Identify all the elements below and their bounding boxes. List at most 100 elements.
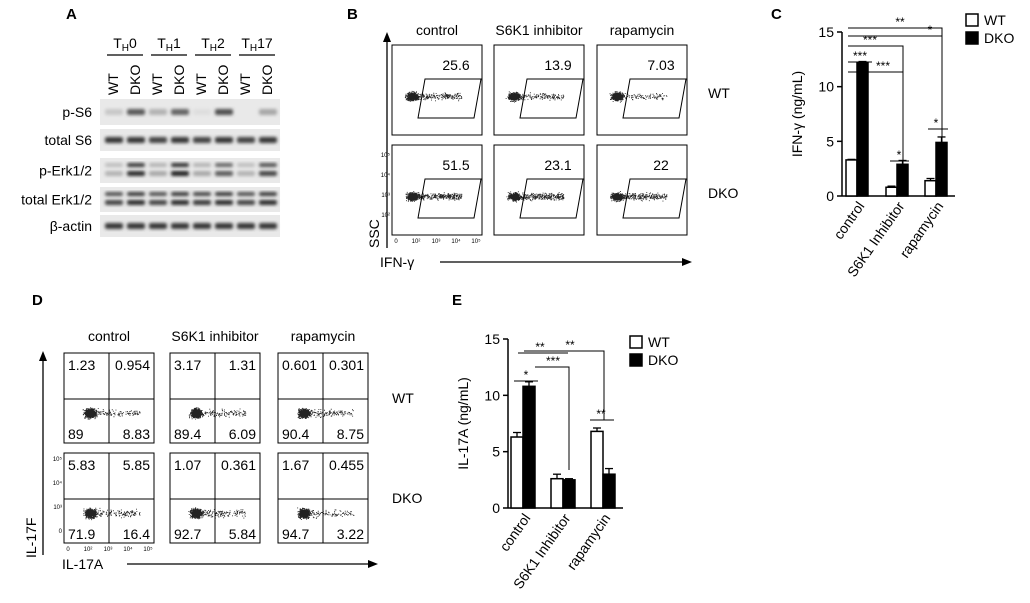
blot-band <box>259 137 277 143</box>
flow-plot: 0.601 0.301 90.4 8.75 <box>277 352 369 444</box>
quadrant-value-lr: 8.75 <box>337 426 364 442</box>
quadrant-value-ur: 0.455 <box>329 457 364 473</box>
y-tick-label: 0 <box>492 500 500 516</box>
blot-band <box>193 163 211 167</box>
blot-band <box>127 171 145 176</box>
blot-band <box>237 200 255 205</box>
blot-band <box>259 171 277 176</box>
blot-band <box>171 163 189 167</box>
blot-band <box>149 137 167 143</box>
blot-band <box>127 137 145 143</box>
significance-bracket <box>535 366 570 470</box>
blot-strip <box>100 215 280 237</box>
significance-label: * <box>524 368 529 382</box>
flow-gate-value: 13.9 <box>544 57 571 73</box>
panel-a-western-blot: A TH0 TH1 TH2 TH17 WT DKO WT DKO WT DKO WT DKO p-S… <box>21 6 280 237</box>
blot-group-label: TH1 <box>157 35 181 54</box>
il17a-arrowhead <box>368 560 378 568</box>
flow-plot-frame <box>391 144 483 236</box>
flow-events <box>405 191 463 202</box>
blot-row-label: total S6 <box>45 132 93 148</box>
blot-band <box>259 200 277 205</box>
y-tick-label: 15 <box>818 24 834 40</box>
blot-band <box>105 137 123 143</box>
flow-condition-label: rapamycin <box>610 22 675 38</box>
flow-x-tick: 10⁴ <box>451 238 461 245</box>
significance-label: *** <box>863 33 877 47</box>
flow-gate <box>417 78 482 119</box>
flow-plot: 25.6 <box>391 44 483 136</box>
flow-gate-value: 23.1 <box>544 157 571 173</box>
quadrant-value-ur: 0.954 <box>115 357 150 373</box>
flow-x-tick: 10⁵ <box>143 546 153 553</box>
bar-dko <box>562 479 576 509</box>
quadrant-value-lr: 6.09 <box>229 426 256 442</box>
il17f-axis-label: IL-17F <box>23 518 39 558</box>
flow-plot: 7.03 <box>596 44 688 136</box>
legend-label: WT <box>984 12 1006 28</box>
y-axis-label: IL-17A (ng/mL) <box>455 377 471 470</box>
significance-label: * <box>928 23 933 37</box>
flow-gate-value: 51.5 <box>442 157 469 173</box>
flow-x-tick: 0 <box>394 239 398 245</box>
flow-events <box>188 507 246 520</box>
blot-band <box>149 171 167 176</box>
flow-plot: 5.83 5.85 71.9 16.4 <box>63 452 155 544</box>
blot-lane-label: WT <box>105 73 121 95</box>
blot-lane-label: DKO <box>127 65 143 95</box>
flow-gate <box>417 178 482 219</box>
blot-group-label: TH0 <box>113 35 137 54</box>
flow-condition-label: S6K1 inhibitor <box>495 22 583 38</box>
bar-wt <box>924 179 937 197</box>
panel-letter-e: E <box>452 292 462 309</box>
quadrant-value-ul: 1.07 <box>174 457 201 473</box>
blot-group-label: TH2 <box>201 35 225 54</box>
blot-band <box>259 163 277 167</box>
flow-genotype-label: WT <box>708 85 730 101</box>
blot-band <box>193 223 211 229</box>
blot-lane-label: DKO <box>259 65 275 95</box>
legend-swatch <box>965 31 979 45</box>
bar-wt <box>550 477 564 509</box>
significance-bracket <box>524 350 605 420</box>
blot-band <box>193 200 211 205</box>
flow-x-tick: 10³ <box>432 239 441 245</box>
quadrant-value-ul: 1.23 <box>68 357 95 373</box>
legend-swatch <box>629 335 643 349</box>
bar-dko <box>602 473 616 509</box>
blot-band <box>149 200 167 205</box>
quadrant-value-ur: 1.31 <box>229 357 256 373</box>
blot-lane-label: WT <box>193 73 209 95</box>
bar-wt <box>590 430 604 509</box>
significance-label: *** <box>546 354 560 368</box>
ifng-axis-label: IFN-γ <box>380 254 414 270</box>
blot-band <box>105 109 123 115</box>
flow-events <box>506 191 565 203</box>
blot-band <box>259 223 277 229</box>
y-tick-label: 5 <box>826 133 834 149</box>
flow-genotype-label: DKO <box>708 185 738 201</box>
flow-plot: 3.17 1.31 89.4 6.09 <box>169 352 261 444</box>
blot-row-label: p-Erk1/2 <box>39 163 92 179</box>
quadrant-value-ll: 94.7 <box>282 526 309 542</box>
significance-label: ** <box>596 407 606 421</box>
blot-band <box>215 171 233 176</box>
blot-band <box>105 163 123 167</box>
y-tick-label: 15 <box>484 331 500 347</box>
quadrant-value-ll: 90.4 <box>282 426 309 442</box>
blot-lane-label: WT <box>237 73 253 95</box>
flow-x-tick: 10² <box>84 547 93 553</box>
significance-label: ** <box>895 15 905 29</box>
blot-band <box>215 200 233 205</box>
legend-swatch <box>629 353 643 367</box>
flow-condition-label: control <box>416 22 458 38</box>
blot-lane-label: DKO <box>171 65 187 95</box>
blot-band <box>127 109 145 115</box>
quadrant-value-ul: 0.601 <box>282 357 317 373</box>
blot-band <box>171 200 189 205</box>
blot-band <box>237 137 255 143</box>
blot-row-label: total Erk1/2 <box>21 192 92 208</box>
flow-y-tick: 10⁴ <box>381 172 391 179</box>
flow-y-tick: 10³ <box>381 193 390 199</box>
flow-events <box>188 407 247 420</box>
